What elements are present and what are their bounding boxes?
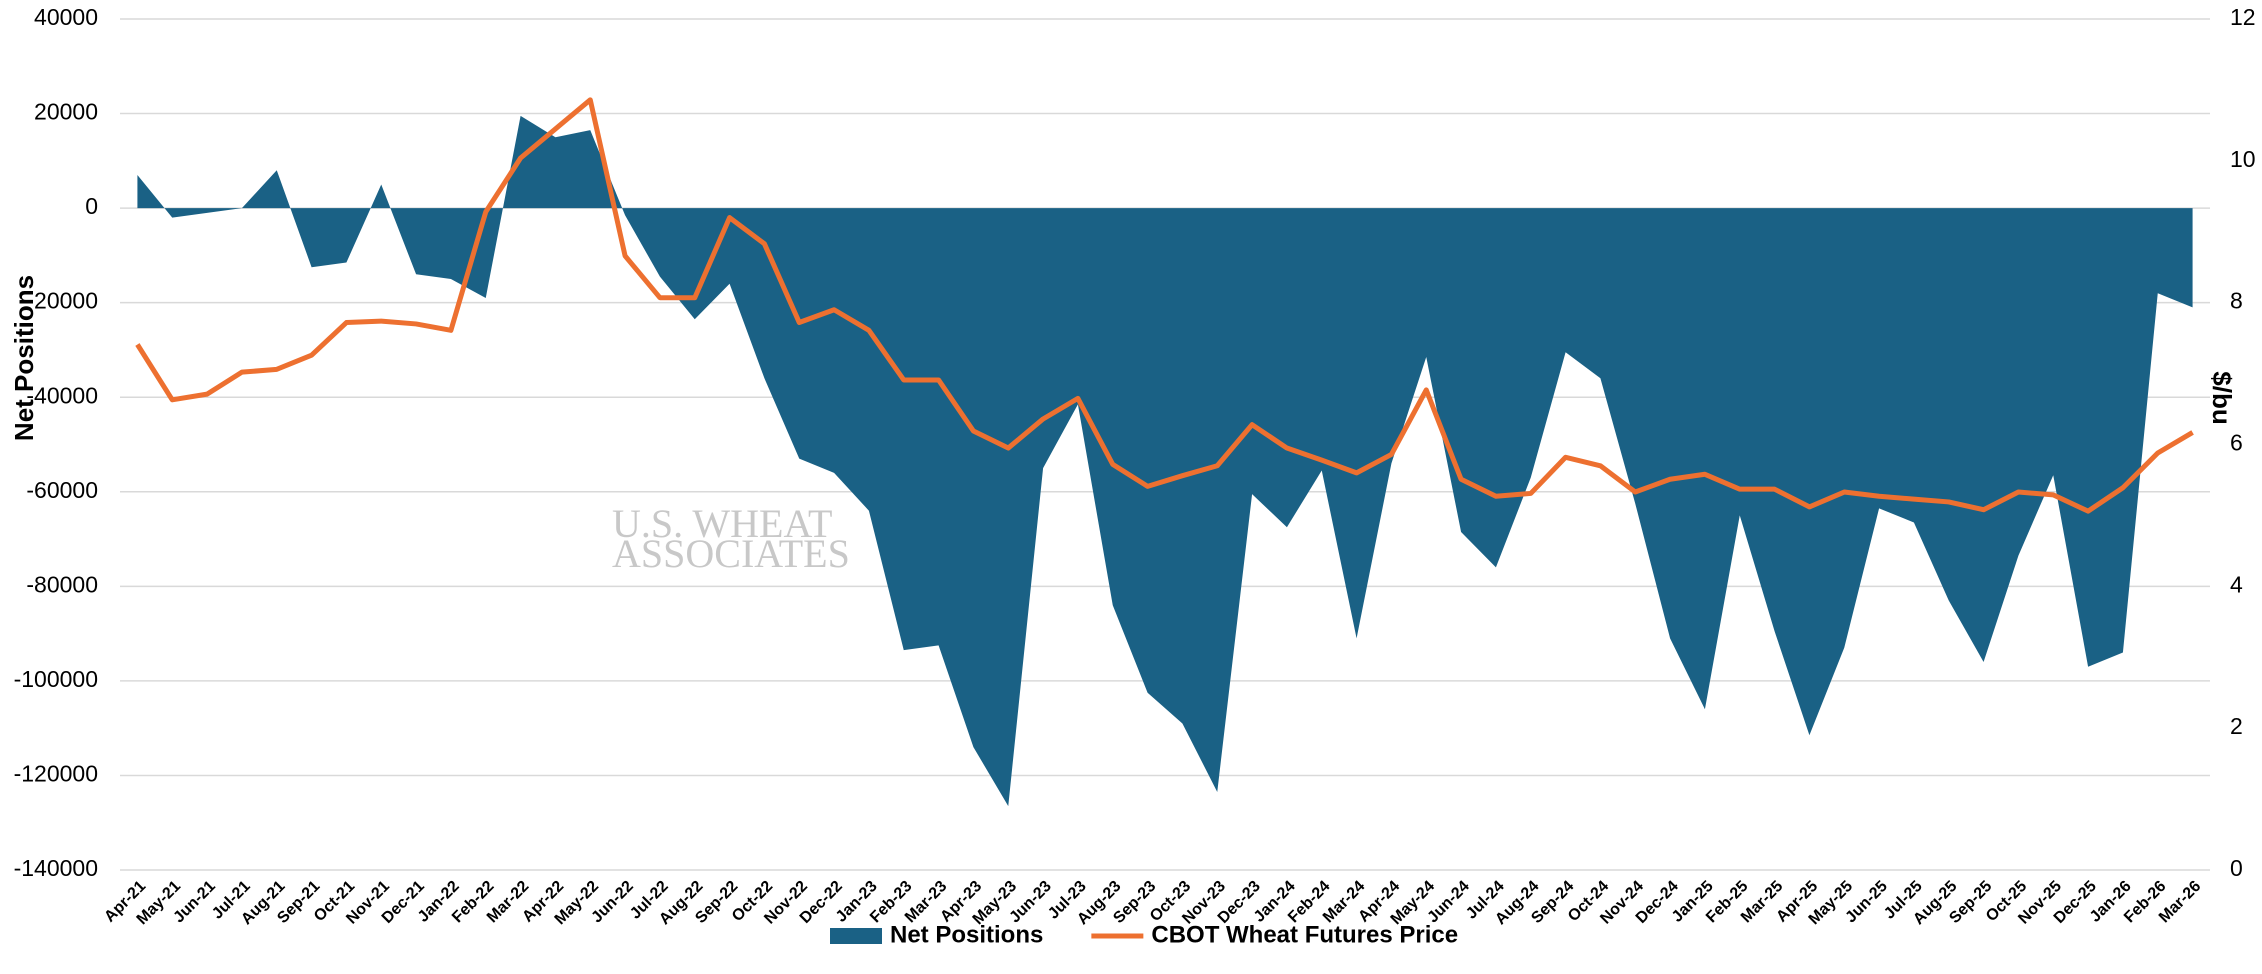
y2-tick-label: 2 — [2230, 713, 2243, 739]
y-tick-label: 40000 — [34, 4, 98, 30]
y-tick-label: -60000 — [26, 477, 98, 503]
y-tick-label: -120000 — [14, 761, 98, 787]
y2-tick-label: 8 — [2230, 288, 2243, 314]
line — [135, 97, 2194, 514]
legend-swatch — [830, 928, 882, 944]
y-tick-label: 0 — [85, 193, 98, 219]
y-tick-label: -40000 — [26, 382, 98, 408]
y-tick-label: 20000 — [34, 99, 98, 125]
legend-label: Net Positions — [890, 921, 1043, 948]
y-tick-label: -20000 — [26, 288, 98, 314]
watermark: ASSOCIATES — [612, 531, 850, 576]
y-axis-title: Net Positions — [9, 275, 39, 441]
y-tick-label: -140000 — [14, 855, 98, 881]
y-tick-label: -80000 — [26, 571, 98, 597]
area — [137, 115, 2193, 807]
legend-label: CBOT Wheat Futures Price — [1151, 921, 1458, 948]
y2-tick-label: 0 — [2230, 855, 2243, 881]
y2-axis-title: $/bu — [2207, 371, 2237, 424]
y-tick-label: -100000 — [14, 666, 98, 692]
y2-tick-label: 12 — [2230, 4, 2256, 30]
watermark: U.S. WHEAT — [612, 501, 832, 546]
y2-tick-label: 4 — [2230, 571, 2243, 597]
y2-tick-label: 6 — [2230, 430, 2243, 456]
y2-tick-label: 10 — [2230, 146, 2256, 172]
